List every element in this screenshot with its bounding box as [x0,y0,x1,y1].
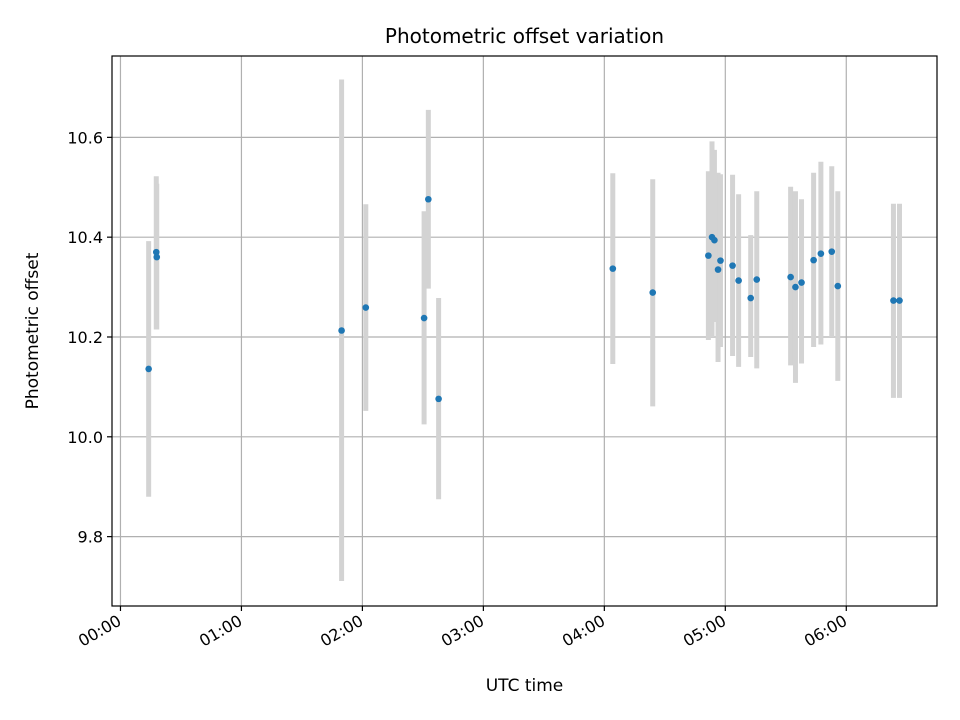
data-point [890,297,897,304]
data-point [828,248,836,255]
data-point [425,195,432,203]
data-point [896,297,903,304]
data-points [145,195,903,403]
data-point [609,265,617,272]
y-tick-label: 10.0 [67,428,103,447]
data-point [152,248,160,256]
data-point [792,283,799,291]
data-point [735,277,742,284]
data-point [717,257,724,264]
data-point [747,294,755,302]
data-point [153,253,161,261]
chart-title: Photometric offset variation [385,24,664,48]
data-point [798,279,805,286]
data-point [753,276,761,283]
data-point [787,273,794,281]
data-point [420,314,428,322]
x-axis-title: UTC time [486,676,564,696]
data-point [705,252,712,259]
y-tick-label: 10.6 [67,128,103,147]
data-point [362,304,370,311]
data-point [711,236,718,244]
data-point [714,266,722,273]
data-point [145,365,152,373]
data-point [338,327,345,334]
y-axis-ticks: 9.8 10.0 10.2 10.4 10.6 [67,128,112,547]
y-tick-label: 10.4 [67,228,103,247]
data-point [817,250,825,257]
y-axis-title: Photometric offset [23,252,43,409]
data-point [649,289,657,296]
y-tick-label: 9.8 [78,528,103,547]
data-point [729,262,736,269]
data-point [834,282,842,290]
data-point [810,256,817,264]
data-point [435,395,442,403]
y-tick-label: 10.2 [67,328,103,347]
plot-frame [111,55,938,607]
